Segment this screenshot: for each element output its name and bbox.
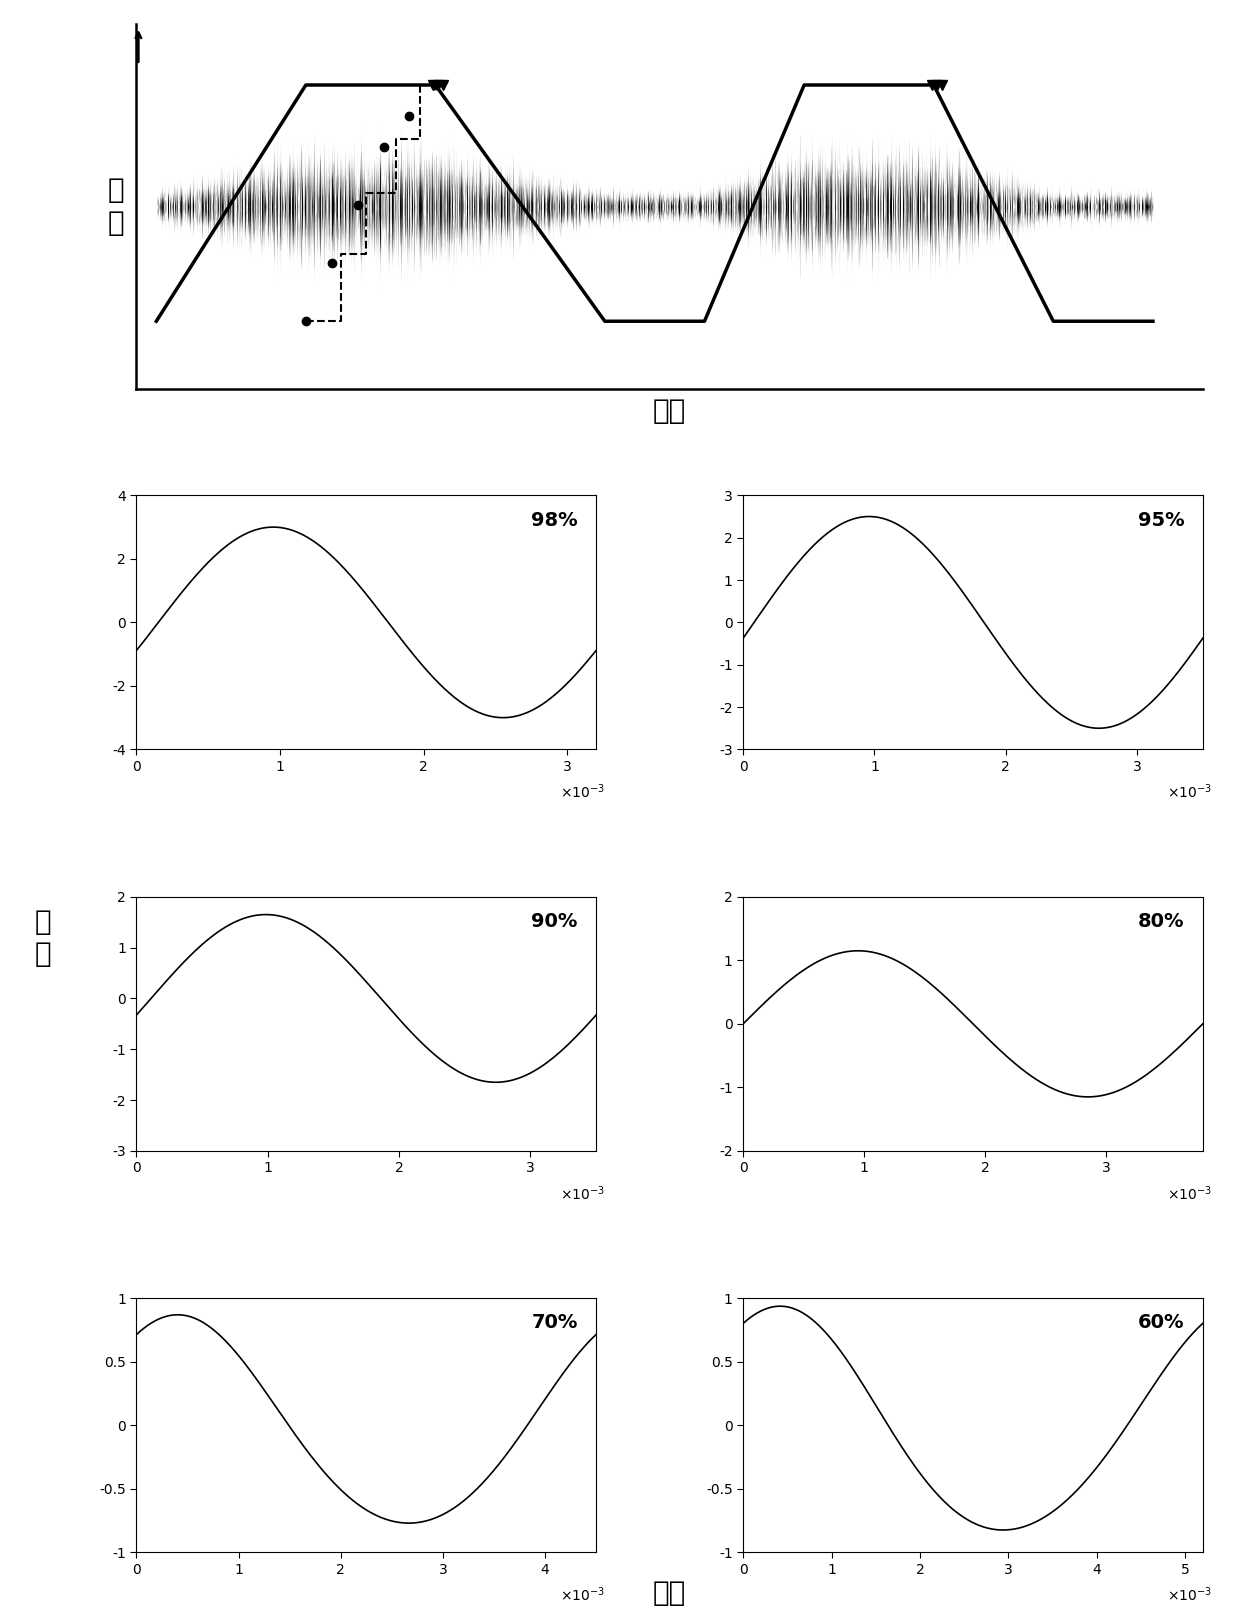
- Text: 幅
值: 幅 值: [35, 907, 52, 969]
- Text: $\times 10^{-3}$: $\times 10^{-3}$: [1167, 783, 1211, 800]
- Text: 70%: 70%: [531, 1313, 578, 1332]
- Text: 时间: 时间: [653, 1578, 686, 1607]
- Text: 95%: 95%: [1138, 511, 1184, 530]
- Text: 60%: 60%: [1138, 1313, 1184, 1332]
- Y-axis label: 转
速: 转 速: [107, 176, 124, 236]
- Text: $\times 10^{-3}$: $\times 10^{-3}$: [560, 1585, 605, 1604]
- Text: 90%: 90%: [531, 912, 578, 931]
- Text: $\times 10^{-3}$: $\times 10^{-3}$: [560, 1184, 605, 1203]
- Text: 80%: 80%: [1138, 912, 1184, 931]
- Text: $\times 10^{-3}$: $\times 10^{-3}$: [1167, 1184, 1211, 1203]
- Text: 98%: 98%: [531, 511, 578, 530]
- Text: $\times 10^{-3}$: $\times 10^{-3}$: [560, 783, 605, 800]
- X-axis label: 时间: 时间: [653, 398, 686, 425]
- Text: $\times 10^{-3}$: $\times 10^{-3}$: [1167, 1585, 1211, 1604]
